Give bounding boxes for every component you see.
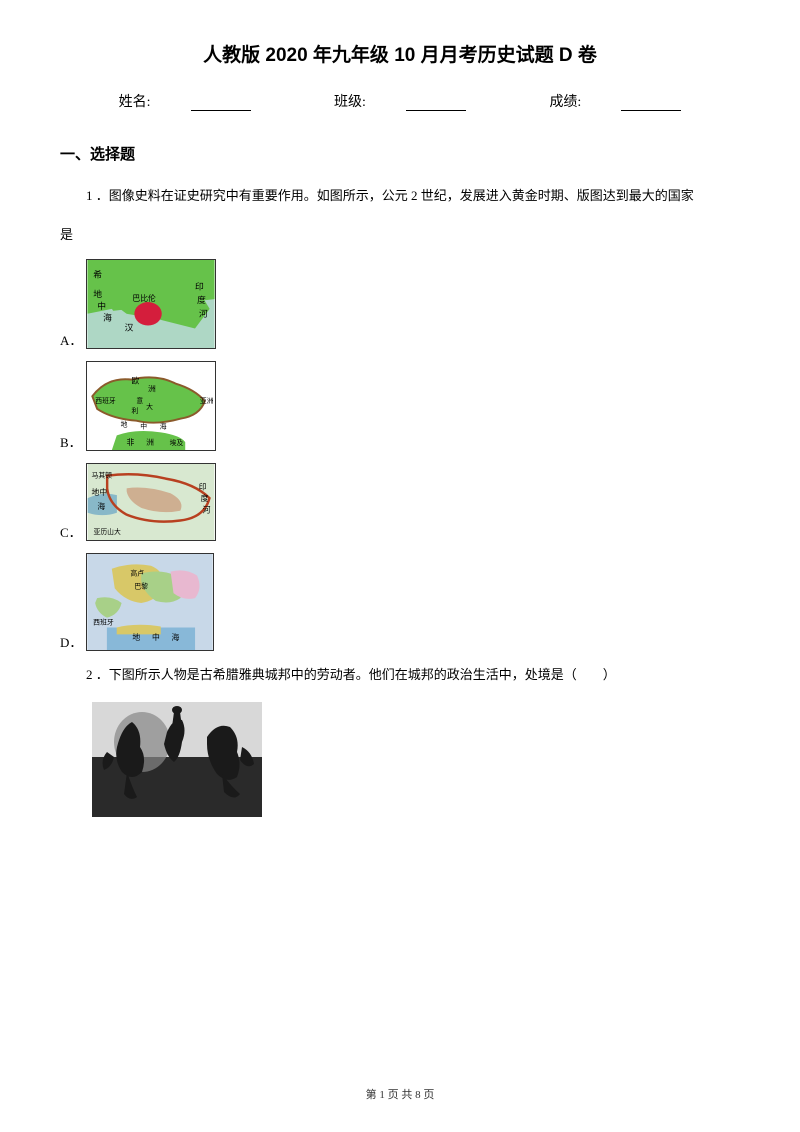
option-d: D． 高卢 巴黎 西班牙 地 中 海 (60, 553, 740, 651)
option-c: C． 马其顿 地中 海 印 度 河 亚历山大 (60, 463, 740, 541)
svg-text:度: 度 (197, 294, 206, 305)
svg-text:度: 度 (200, 493, 208, 503)
svg-text:西班牙: 西班牙 (95, 396, 116, 405)
svg-text:洲: 洲 (146, 438, 154, 447)
score-field: 成绩: (529, 95, 701, 110)
svg-text:非: 非 (126, 437, 134, 447)
question-1-cont: 是 (60, 223, 740, 246)
page-footer: 第 1 页 共 8 页 (0, 1086, 800, 1102)
svg-text:欧: 欧 (131, 375, 139, 385)
form-row: 姓名: 班级: 成绩: (60, 91, 740, 111)
svg-text:利: 利 (131, 406, 138, 415)
option-b: B． 西班牙 欧 洲 意 大 利 亚洲 地 中 海 非 洲 埃及 (60, 361, 740, 451)
svg-text:地: 地 (120, 419, 127, 428)
svg-text:汉: 汉 (125, 322, 134, 332)
question-1-text: 1 ．图像史料在证史研究中有重要作用。如图所示，公元 2 世纪，发展进入黄金时期… (60, 184, 740, 207)
section-heading: 一、选择题 (60, 143, 740, 164)
map-d: 高卢 巴黎 西班牙 地 中 海 (86, 553, 214, 651)
svg-text:河: 河 (202, 505, 210, 514)
svg-text:海: 海 (159, 421, 166, 430)
svg-text:中: 中 (98, 300, 107, 311)
svg-text:印: 印 (195, 280, 204, 291)
svg-text:地: 地 (94, 288, 103, 299)
map-c: 马其顿 地中 海 印 度 河 亚历山大 (86, 463, 216, 541)
svg-text:大: 大 (146, 402, 153, 411)
svg-text:意: 意 (136, 396, 143, 405)
svg-text:巴比伦: 巴比伦 (133, 293, 157, 303)
svg-text:高卢: 高卢 (131, 568, 145, 577)
map-a: 希 地 中 海 汉 巴比伦 印 度 河 (86, 259, 216, 349)
svg-text:希: 希 (94, 268, 103, 279)
svg-text:印: 印 (198, 482, 206, 491)
svg-text:洲: 洲 (148, 384, 156, 393)
svg-text:河: 河 (199, 307, 208, 318)
svg-text:西班牙: 西班牙 (94, 617, 115, 626)
option-a-label: A． (60, 330, 82, 349)
svg-text:亚历山大: 亚历山大 (93, 527, 120, 536)
question-2-text: 2 ．下图所示人物是古希腊雅典城邦中的劳动者。他们在城邦的政治生活中，处境是（ … (60, 663, 740, 686)
svg-text:中: 中 (140, 421, 147, 430)
option-a: A． 希 地 中 海 汉 巴比伦 印 度 河 (60, 259, 740, 349)
svg-text:地: 地 (133, 632, 141, 642)
svg-text:海: 海 (172, 632, 180, 642)
svg-text:亚洲: 亚洲 (200, 397, 214, 405)
svg-text:海: 海 (103, 311, 112, 322)
q2-image-wrapper (92, 702, 740, 822)
q2-image (92, 702, 262, 817)
option-d-label: D． (60, 632, 82, 651)
class-field: 班级: (314, 95, 486, 110)
svg-text:马其顿: 马其顿 (91, 470, 112, 479)
option-c-label: C． (60, 522, 82, 541)
svg-text:埃及: 埃及 (169, 438, 183, 447)
svg-text:巴黎: 巴黎 (135, 581, 149, 590)
svg-text:中: 中 (152, 632, 160, 642)
map-b: 西班牙 欧 洲 意 大 利 亚洲 地 中 海 非 洲 埃及 (86, 361, 216, 451)
option-b-label: B． (60, 432, 82, 451)
exam-title: 人教版 2020 年九年级 10 月月考历史试题 D 卷 (60, 40, 740, 67)
svg-text:海: 海 (97, 501, 105, 511)
svg-text:地中: 地中 (91, 487, 107, 497)
name-field: 姓名: (99, 95, 271, 110)
